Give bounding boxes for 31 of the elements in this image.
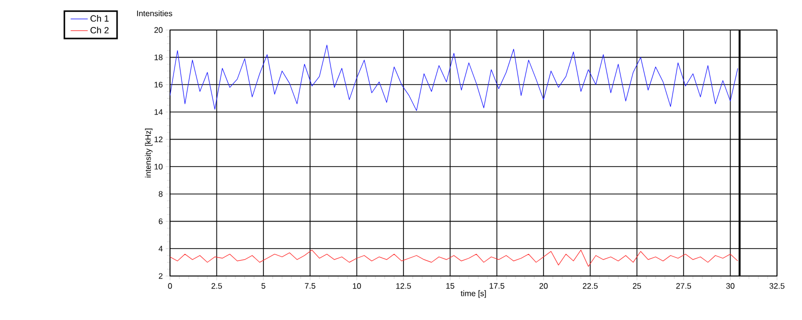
x-tick-label: 22.5 (582, 283, 598, 289)
x-tick-label: 5 (261, 283, 266, 289)
x-tick-label: 7.5 (304, 283, 316, 289)
x-tick-label: 10 (352, 283, 361, 289)
x-tick-label: 12.5 (396, 283, 411, 289)
legend-label: Ch 1 (90, 15, 109, 22)
x-tick-label: 25 (632, 283, 642, 289)
legend-label: Ch 2 (90, 26, 109, 34)
x-tick-label: 32.5 (770, 283, 784, 289)
y-tick-label: 8 (158, 191, 163, 197)
y-tick-label: 2 (158, 273, 162, 279)
y-tick-label: 16 (154, 82, 163, 88)
x-tick-label: 17.5 (490, 283, 504, 289)
y-tick-label: 10 (154, 164, 163, 170)
x-tick-label: 15 (446, 283, 454, 289)
y-tick-label: 6 (158, 218, 163, 224)
line-series (170, 44, 738, 111)
x-tick-label: 30 (726, 283, 734, 289)
y-tick-label: 12 (154, 136, 162, 142)
x-tick-label: 0 (168, 283, 172, 289)
y-axis-title: intensity [kHz] (144, 128, 152, 178)
x-tick-label: 20 (540, 283, 548, 289)
chart-title: Intensities (137, 10, 172, 16)
x-tick-label: 27.5 (676, 283, 692, 289)
x-tick-label: 2.5 (212, 283, 222, 289)
y-tick-label: 20 (154, 27, 163, 33)
y-tick-label: 4 (158, 246, 163, 252)
y-tick-label: 14 (154, 109, 163, 115)
line-series (170, 250, 738, 267)
y-tick-label: 18 (154, 54, 163, 60)
x-axis-title: time [s] (460, 290, 486, 298)
